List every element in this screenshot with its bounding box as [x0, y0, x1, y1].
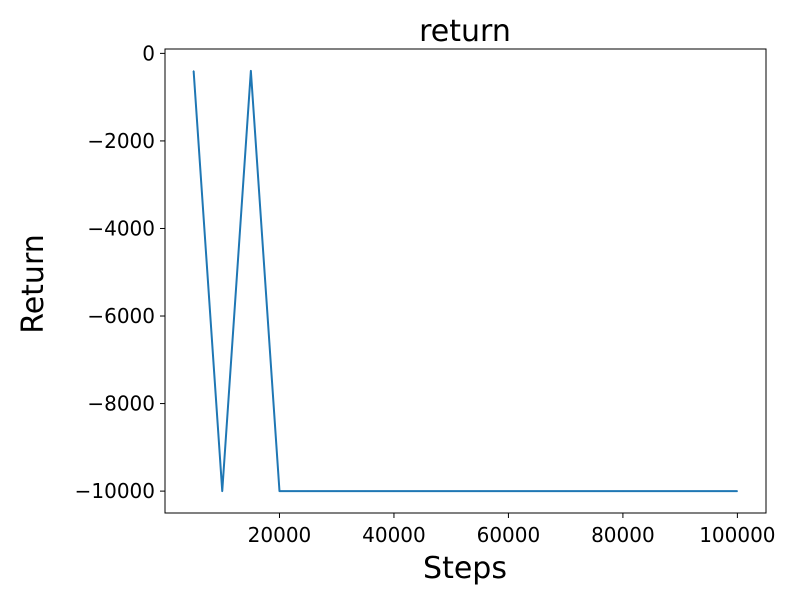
data-point [307, 491, 308, 492]
y-axis-title: Return [16, 234, 51, 334]
data-point [279, 491, 280, 492]
x-tick-label: 40000 [362, 523, 426, 547]
data-point [708, 491, 709, 492]
data-point [651, 491, 652, 492]
data-point [536, 491, 537, 492]
data-point [622, 491, 623, 492]
data-point [193, 70, 194, 71]
y-tick-label: 0 [142, 41, 155, 65]
plot-frame [165, 49, 766, 513]
x-tick-label: 80000 [591, 523, 655, 547]
data-point [508, 491, 509, 492]
x-axis-title: Steps [423, 551, 507, 586]
data-point [737, 491, 738, 492]
y-tick-label: −10000 [75, 479, 155, 503]
data-point [222, 491, 223, 492]
series-line-return [194, 71, 738, 491]
data-point [393, 491, 394, 492]
y-tick-label: −8000 [87, 392, 155, 416]
y-tick-label: −4000 [87, 216, 155, 240]
x-tick-label: 100000 [699, 523, 775, 547]
chart-title: return [419, 14, 511, 49]
y-tick-label: −6000 [87, 304, 155, 328]
data-point [680, 491, 681, 492]
x-tick-label: 20000 [248, 523, 312, 547]
data-point [336, 491, 337, 492]
data-point [422, 491, 423, 492]
x-axis: 20000 40000 60000 80000 100000 [248, 513, 776, 547]
data-point [565, 491, 566, 492]
data-point [594, 491, 595, 492]
x-tick-label: 60000 [477, 523, 541, 547]
data-point [451, 491, 452, 492]
data-point [479, 491, 480, 492]
y-tick-label: −2000 [87, 129, 155, 153]
y-axis: 0 −2000 −4000 −6000 −8000 −10000 [75, 41, 165, 503]
data-point [250, 70, 251, 71]
series-layer [193, 70, 738, 491]
data-point [365, 491, 366, 492]
